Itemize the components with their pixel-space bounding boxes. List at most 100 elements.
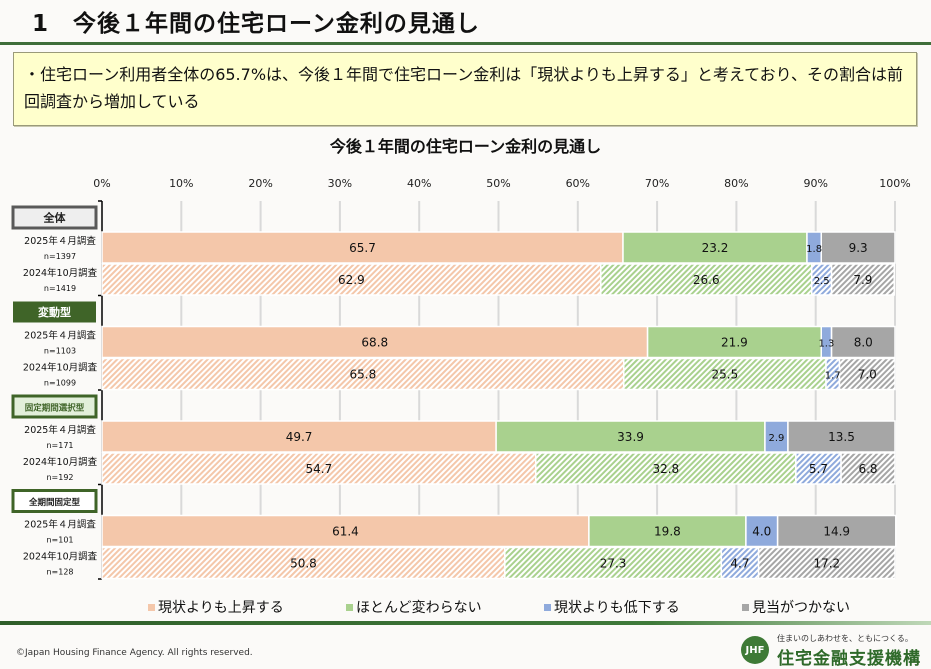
jhf-logo: JHF 住まいのしあわせを、ともにつくる。 住宅金融支援機構 (741, 633, 931, 669)
x-tick-label: 90% (803, 177, 827, 190)
data-label: 33.9 (617, 430, 644, 444)
data-label: 61.4 (332, 525, 359, 539)
legend-item-up: 現状よりも上昇する (148, 597, 346, 617)
row-n-label: n=171 (46, 441, 73, 450)
data-label: 32.8 (652, 462, 679, 476)
group-header-box (11, 205, 98, 230)
row-n-label: n=101 (46, 536, 73, 545)
group-header-label: 全体 (43, 211, 67, 225)
x-tick-label: 30% (328, 177, 352, 190)
legend-item-same: ほとんど変わらない (346, 597, 544, 617)
bar-segment-same (504, 546, 723, 580)
x-tick-label: 40% (407, 177, 431, 190)
bar-segment-unknown (820, 231, 896, 264)
data-label: 65.7 (349, 241, 376, 255)
bar-segment-same (535, 452, 797, 485)
x-tick-label: 10% (169, 177, 193, 190)
x-tick-label: 70% (645, 177, 669, 190)
row-n-label: n=1099 (44, 379, 76, 388)
row-n-label: n=192 (46, 473, 73, 482)
bar-segment-up (101, 231, 624, 264)
data-label: 6.8 (858, 462, 877, 476)
data-label: 8.0 (854, 336, 873, 350)
legend-item-unknown: 見当がつかない (742, 597, 862, 617)
bar-segment-unknown (757, 546, 896, 580)
bar-segment-up (101, 263, 602, 296)
data-label: 65.8 (350, 368, 377, 382)
legend-label: 現状よりも上昇する (158, 600, 284, 616)
x-tick-label: 0% (93, 177, 110, 190)
x-tick-label: 60% (566, 177, 590, 190)
chart-legend: 現状よりも上昇する ほとんど変わらない 現状よりも低下する 見当がつかない (148, 597, 862, 617)
legend-label: 見当がつかない (752, 600, 850, 616)
data-label: 19.8 (654, 525, 681, 539)
bar-segment-up (101, 357, 625, 391)
page-title: 1 今後１年間の住宅ローン金利の見通し (32, 11, 480, 37)
data-label: 21.9 (721, 336, 748, 350)
legend-swatch (742, 603, 749, 611)
data-label: 7.0 (858, 368, 877, 382)
row-survey-label: 2024年10月調査 (23, 267, 98, 279)
row-survey-label: 2024年10月調査 (23, 456, 98, 468)
legend-label: 現状よりも低下する (554, 600, 680, 616)
x-tick-label: 20% (248, 177, 272, 190)
bar-segment-same (623, 357, 827, 391)
data-label: 62.9 (338, 273, 365, 287)
bar-segment-unknown (840, 452, 896, 485)
data-label: 1.8 (806, 244, 822, 255)
data-label: 26.6 (693, 273, 720, 287)
bar-segment-up (101, 546, 506, 580)
data-label: 4.7 (730, 557, 749, 571)
data-label: 50.8 (290, 557, 317, 571)
bar-segment-same (600, 263, 813, 296)
bar-segment-unknown (830, 263, 895, 296)
row-survey-label: 2025年４月調査 (24, 519, 96, 531)
row-survey-label: 2025年４月調査 (24, 235, 96, 247)
data-label: 2.9 (768, 433, 784, 444)
bar-segment-unknown (787, 420, 896, 453)
group-header-box (11, 394, 98, 419)
title-divider (0, 42, 931, 45)
data-label: 1.7 (825, 371, 841, 382)
legend-swatch (148, 603, 155, 611)
row-n-label: n=128 (46, 568, 73, 577)
logo-tagline: 住まいのしあわせを、ともにつくる。 (777, 634, 913, 643)
bar-segment-down (720, 546, 760, 580)
group-header-label: 全期間固定型 (28, 497, 81, 508)
row-survey-label: 2024年10月調査 (23, 362, 98, 374)
data-label: 7.9 (853, 273, 872, 287)
data-label: 54.7 (306, 462, 333, 476)
bar-segment-unknown (830, 325, 896, 359)
bar-segment-same (646, 325, 823, 359)
data-label: 17.2 (813, 557, 840, 571)
jhf-house-icon: JHF (741, 636, 769, 664)
footer-divider (0, 621, 931, 625)
data-label: 27.3 (600, 557, 627, 571)
data-label: 23.2 (702, 241, 729, 255)
summary-box: ・住宅ローン利用者全体の65.7%は、今後１年間で住宅ローン金利は「現状よりも上… (13, 52, 917, 126)
group-header-box (11, 489, 98, 513)
row-n-label: n=1103 (44, 347, 76, 356)
stacked-bar-chart: 0% 10% 20% 30% 40% 50% 60% 70% 80% 90% 100% 65.7 23… (11, 177, 911, 580)
legend-label: ほとんど変わらない (356, 600, 482, 616)
legend-swatch (544, 603, 551, 611)
data-label: 14.9 (823, 525, 850, 539)
bar-segment-down (745, 514, 779, 548)
bar-segment-same (495, 420, 766, 453)
group-header-label: 変動型 (38, 305, 71, 319)
row-n-label: n=1419 (44, 284, 76, 293)
row-survey-label: 2025年４月調査 (24, 330, 96, 342)
x-tick-label: 80% (724, 177, 748, 190)
bar-segment-unknown (776, 514, 897, 548)
data-label: 5.7 (809, 462, 828, 476)
bar-segment-up (101, 514, 590, 548)
x-tick-label: 50% (486, 177, 510, 190)
chart-title: 今後１年間の住宅ローン金利の見通し (329, 137, 602, 156)
x-tick-label: 100% (879, 177, 910, 190)
logo-name: 住宅金融支援機構 (777, 649, 921, 669)
row-survey-label: 2025年４月調査 (24, 424, 96, 436)
bar-segment-unknown (838, 357, 896, 391)
copyright: ©Japan Housing Finance Agency. All right… (16, 648, 253, 658)
data-label: 49.7 (286, 430, 313, 444)
legend-swatch (346, 603, 353, 611)
